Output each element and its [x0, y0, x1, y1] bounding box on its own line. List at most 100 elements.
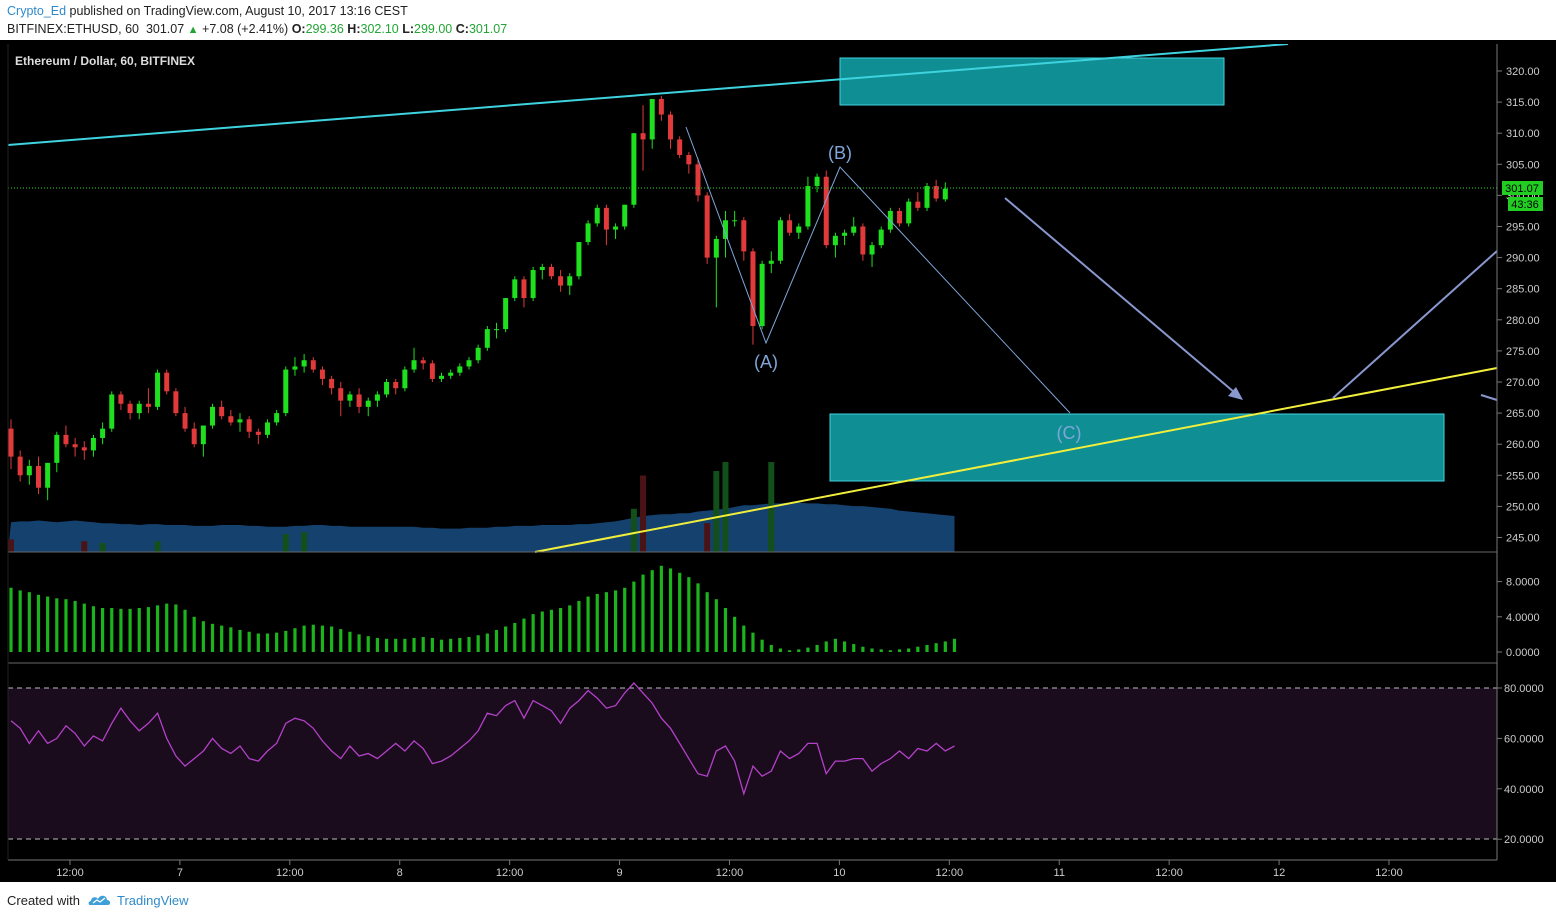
oscillator-bar: [568, 605, 572, 652]
oscillator-bar: [265, 633, 270, 652]
oscillator-tick-label: 0.0000: [1506, 647, 1540, 659]
oscillator-bar: [613, 590, 618, 652]
channel-line-upper[interactable]: [7, 43, 1289, 146]
oscillator-bar: [73, 600, 77, 652]
target-box-lower[interactable]: [829, 413, 1445, 482]
oscillator-bar: [366, 636, 370, 652]
candle-body: [393, 382, 399, 389]
oscillator-bar: [192, 616, 196, 652]
oscillator-bar: [842, 641, 847, 652]
countdown-tag: [1508, 197, 1543, 211]
volume-bar: [8, 539, 14, 552]
volume-bar: [154, 541, 161, 552]
candle-body: [796, 226, 802, 233]
candle-body: [503, 298, 509, 330]
oscillator-bar: [238, 630, 242, 652]
candle-body: [484, 329, 490, 348]
candle-body: [274, 413, 280, 423]
candle-body: [649, 98, 655, 140]
oscillator-bar: [91, 606, 96, 652]
candle-body: [109, 394, 115, 429]
candle-body: [210, 406, 216, 426]
forecast-line-up[interactable]: [1332, 250, 1498, 399]
volume-bar: [282, 534, 289, 552]
candle-body: [292, 366, 298, 370]
oscillator-bar: [943, 641, 947, 652]
rsi-tick-label: 20.0000: [1504, 834, 1544, 846]
oscillator-bar: [210, 623, 215, 652]
candle-body: [173, 391, 179, 414]
candle-body: [384, 382, 390, 395]
candle-body: [118, 394, 124, 404]
oscillator-bar: [696, 583, 700, 652]
author-link[interactable]: Crypto_Ed: [7, 4, 67, 18]
oscillator-bar: [742, 625, 746, 652]
candle-body: [26, 465, 32, 476]
rsi-line: [10, 682, 955, 797]
oscillator-bar: [46, 596, 50, 652]
tradingview-brand-link[interactable]: TradingView: [117, 893, 189, 908]
candle-body: [878, 229, 884, 246]
candle-body: [915, 201, 921, 208]
oscillator-bar: [430, 637, 434, 652]
candle-body: [439, 375, 445, 379]
forecast-arrow-down[interactable]: [1004, 197, 1242, 399]
volume-bar: [81, 541, 88, 552]
candle-body: [805, 186, 811, 227]
candle-body: [631, 133, 637, 205]
oscillator-bar: [687, 577, 691, 652]
volume-bar: [640, 475, 647, 552]
time-tick-label: 12: [1273, 867, 1285, 879]
candle-body: [90, 437, 96, 451]
trendline-lower[interactable]: [534, 367, 1498, 553]
candle-body: [576, 242, 582, 277]
price-tick-label: 260.00: [1506, 439, 1540, 451]
oscillator-bar: [183, 609, 187, 652]
oscillator-bar: [128, 608, 132, 652]
oscillator-bar: [861, 646, 865, 652]
candle-body: [777, 220, 783, 261]
top-mask: [0, 40, 1556, 44]
open-label: O:: [291, 22, 306, 36]
candle-body: [246, 419, 252, 432]
price-tick-label: 305.00: [1506, 159, 1540, 171]
forecast-line-stub[interactable]: [1480, 394, 1498, 401]
oscillator-bar: [9, 587, 13, 652]
price-tick-label: 310.00: [1506, 128, 1540, 140]
oscillator-bar: [293, 628, 297, 652]
chart-area[interactable]: (B) (A) (C) 320.00 315.00 310.00 305.00 300.…: [0, 40, 1556, 882]
rsi-tick-label: 80.0000: [1504, 683, 1544, 695]
candle-body: [787, 220, 793, 233]
chart-title: Ethereum / Dollar, 60, BITFINEX: [15, 54, 195, 68]
chart-svg[interactable]: (B) (A) (C) 320.00315.00310.00305.00300.…: [0, 40, 1556, 882]
oscillator-bar: [339, 629, 343, 652]
oscillator-bar: [760, 639, 764, 652]
oscillator-bar: [220, 625, 224, 652]
oscillator-bar: [137, 608, 141, 652]
volume-bar: [713, 471, 720, 552]
time-tick-label: 12:00: [276, 867, 304, 879]
price-tick-label: 250.00: [1506, 501, 1540, 513]
oscillator-bar: [146, 607, 150, 652]
candle-body: [539, 266, 545, 271]
low-value: 299.00: [414, 22, 453, 36]
last-price-tag: [1502, 181, 1543, 195]
created-with-label: Created with: [7, 893, 80, 908]
oscillator-bar: [751, 632, 755, 652]
last-price: 301.07: [145, 22, 185, 36]
candle-body: [420, 360, 426, 364]
price-tick-label: 255.00: [1506, 470, 1540, 482]
candle-body: [530, 270, 536, 299]
tradingview-cloud-icon[interactable]: [88, 893, 112, 907]
target-box-upper[interactable]: [839, 57, 1225, 106]
volume-bar: [301, 532, 308, 552]
candle-body: [677, 139, 683, 155]
oscillator-bar: [320, 625, 325, 652]
oscillator-bar: [494, 630, 499, 652]
oscillator-bar: [467, 637, 471, 652]
high-value: 302.10: [360, 22, 399, 36]
oscillator-bar: [916, 646, 920, 652]
candle-body: [136, 403, 142, 414]
abc-wave-path[interactable]: [685, 126, 1071, 414]
candle-body: [81, 447, 87, 451]
